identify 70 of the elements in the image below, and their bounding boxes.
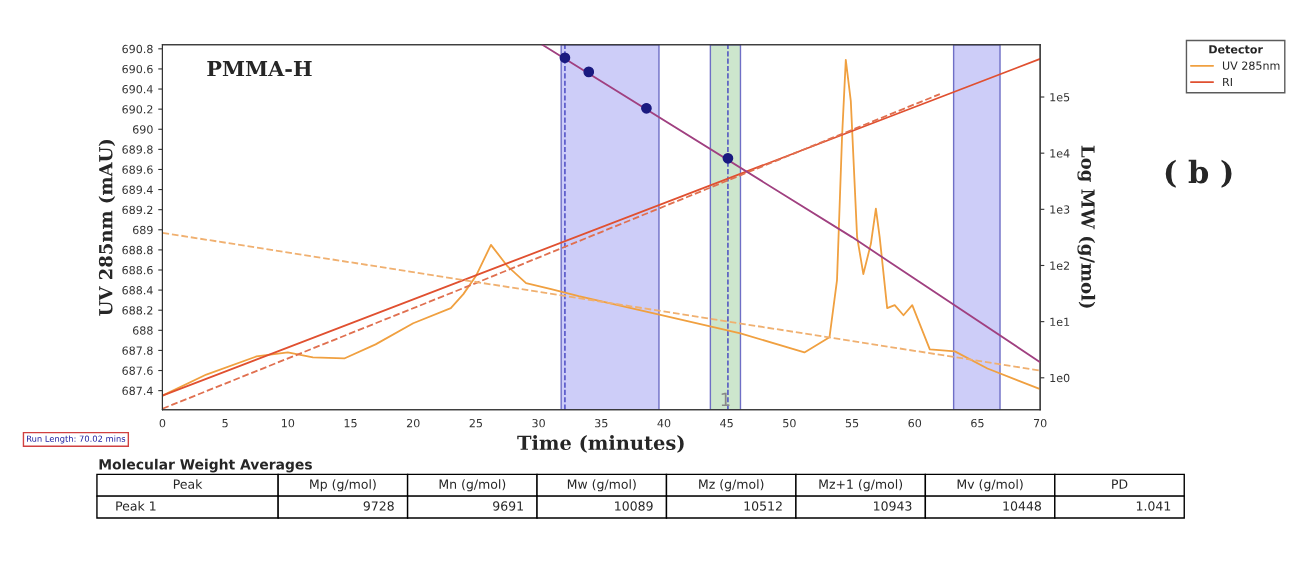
x-tick-label: 0 xyxy=(159,418,166,428)
y-tick-label: 690.6 xyxy=(122,64,153,74)
x-tick-label: 45 xyxy=(720,419,733,428)
text: Molecular Weight Averages xyxy=(99,458,312,473)
y-tick-label: 687.8 xyxy=(122,346,153,355)
text: Run Length: 70.02 mins xyxy=(27,435,126,444)
x-tick-label: 15 xyxy=(344,419,357,428)
text: Mw (g/mol) xyxy=(567,479,636,492)
y-tick-label: 687.6 xyxy=(122,366,153,375)
x-axis-title: Time (minutes) xyxy=(517,435,684,453)
text: Peak xyxy=(173,479,203,489)
y2-tick-label: 1e2 xyxy=(1050,261,1070,270)
y2-tick-label: 1e0 xyxy=(1050,373,1070,383)
x-tick-label: 30 xyxy=(532,418,545,428)
x-tick-label: 40 xyxy=(657,418,671,428)
text: Mv (g/mol) xyxy=(957,479,1023,492)
x-tick-label: 35 xyxy=(595,418,608,428)
point xyxy=(583,66,595,78)
x-tick-label: 65 xyxy=(971,418,984,428)
x-tick-label: 5 xyxy=(222,419,228,428)
x-tick-label: 25 xyxy=(469,418,482,428)
text: PD xyxy=(1112,479,1128,489)
y-tick-label: 689.6 xyxy=(122,165,153,174)
y2-tick-label: 1e5 xyxy=(1050,93,1070,102)
text: Mp (g/mol) xyxy=(310,479,376,492)
text: Mz+1 (g/mol) xyxy=(819,479,903,492)
y2-axis-title: Log MW (g/mol) xyxy=(1077,145,1096,308)
y-tick-label: 690.4 xyxy=(122,85,153,94)
text: ( b ) xyxy=(1165,159,1232,188)
y-tick-label: 688.6 xyxy=(122,265,153,275)
text: 9691 xyxy=(493,501,523,511)
y-tick-label: 688.2 xyxy=(122,306,153,315)
y-tick-label: 687.4 xyxy=(122,386,153,396)
y-tick-label: 689 xyxy=(132,225,153,235)
text: Peak 1 xyxy=(116,501,156,511)
x-tick-label: 60 xyxy=(908,418,922,428)
text: 10448 xyxy=(1003,501,1041,511)
x-tick-label: 70 xyxy=(1033,418,1047,428)
band-label: 1 xyxy=(721,392,730,406)
y2-tick-label: 1e1 xyxy=(1050,317,1070,327)
x-tick-label: 10 xyxy=(281,418,295,428)
y-tick-label: 689.4 xyxy=(122,185,153,194)
text: 1.041 xyxy=(1136,501,1171,511)
x-tick-label: 55 xyxy=(845,419,859,428)
text: 9728 xyxy=(363,501,394,511)
legend-title: Detector xyxy=(1209,45,1263,54)
legend-label: UV 285nm xyxy=(1222,61,1280,70)
x-tick-label: 50 xyxy=(783,418,796,428)
text: 10089 xyxy=(615,501,653,511)
y-tick-label: 690.8 xyxy=(122,44,153,54)
y-tick-label: 688 xyxy=(132,326,153,335)
y-tick-label: 688.4 xyxy=(122,286,153,295)
y-tick-label: 690.2 xyxy=(122,105,153,114)
y-tick-label: 689.8 xyxy=(122,145,153,154)
y-axis-title: UV 285nm (mAU) xyxy=(98,139,116,316)
text: Mz (g/mol) xyxy=(699,479,764,492)
text: 10943 xyxy=(874,501,912,511)
y2-tick-label: 1e3 xyxy=(1050,205,1070,214)
point xyxy=(722,152,734,164)
text: 10512 xyxy=(744,501,782,511)
y-tick-label: 688.8 xyxy=(122,245,153,255)
annotation: PMMA-H xyxy=(207,60,312,77)
point xyxy=(559,52,571,64)
legend-label: RI xyxy=(1223,77,1232,86)
y-tick-label: 689.2 xyxy=(122,205,153,215)
text: Mn (g/mol) xyxy=(439,479,506,492)
y2-tick-label: 1e4 xyxy=(1050,149,1070,158)
x-tick-label: 20 xyxy=(406,418,420,428)
y-tick-label: 690 xyxy=(132,125,153,134)
point xyxy=(641,102,652,114)
